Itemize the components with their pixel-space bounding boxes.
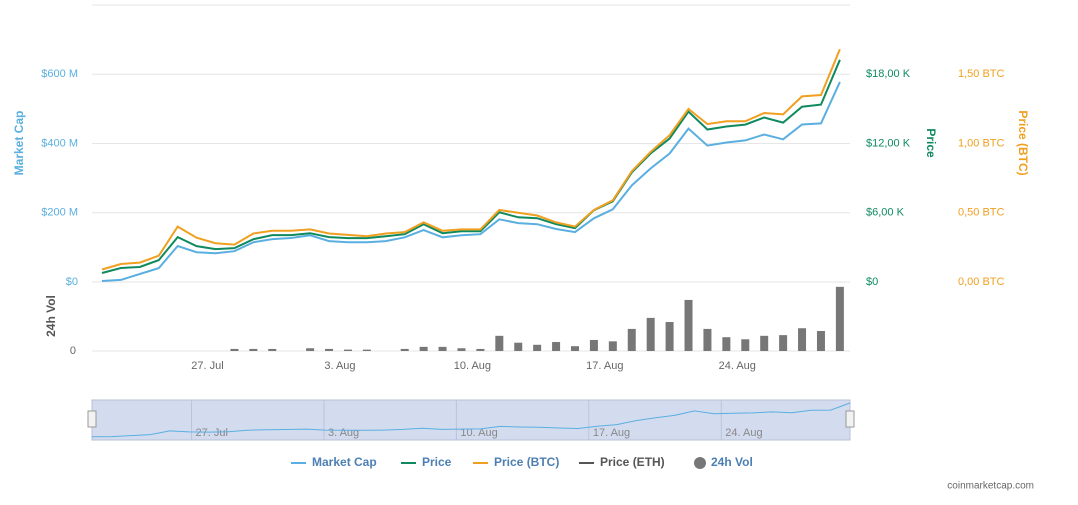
volume-bar: [665, 322, 674, 351]
navigator-label: 10. Aug: [460, 427, 497, 439]
volume-bar: [646, 317, 655, 351]
y2-tick-label: $18,00 K: [866, 68, 911, 80]
navigator-line: [91, 402, 851, 438]
volume-bar: [571, 346, 579, 351]
y3-axis-title: Price (BTC): [1016, 110, 1030, 175]
navigator-label: 24. Aug: [725, 427, 762, 439]
volume-bar: [798, 328, 807, 351]
y2-axis-title: Price: [924, 128, 938, 158]
y3-tick-label: 1,00 BTC: [958, 137, 1005, 149]
legend-symbol[interactable]: [694, 457, 706, 469]
y3-tick-label: 0,00 BTC: [958, 276, 1005, 288]
volume-bar: [627, 328, 636, 351]
legend-label[interactable]: 24h Vol: [711, 455, 753, 469]
volume-bar: [779, 335, 788, 351]
volume-bar: [476, 348, 485, 351]
legend-label[interactable]: Price (ETH): [600, 455, 665, 469]
volume-bar: [835, 286, 844, 351]
x-tick-label: 10. Aug: [454, 360, 491, 372]
navigator-label: 17. Aug: [593, 427, 630, 439]
volume-bar: [589, 339, 598, 351]
y2-tick-label: $0: [866, 276, 878, 288]
x-tick-label: 24. Aug: [719, 360, 756, 372]
credit: coinmarketcap.com: [947, 481, 1034, 492]
volume-bar: [722, 337, 731, 351]
navigator[interactable]: [91, 399, 851, 441]
y2-tick-label: $12,00 K: [866, 137, 911, 149]
x-tick-label: 27. Jul: [191, 360, 223, 372]
volume-bar: [457, 348, 466, 351]
volume-bar: [533, 344, 542, 351]
series-line: [101, 48, 841, 271]
y4-tick-label: 0: [70, 345, 76, 357]
volume-bar: [362, 349, 371, 351]
volume-bar: [741, 339, 750, 351]
y3-tick-label: 0,50 BTC: [958, 207, 1005, 219]
volume-bar: [514, 342, 523, 351]
volume-bar: [760, 335, 769, 351]
navigator-label: 27. Jul: [196, 427, 228, 439]
volume-bar: [306, 348, 315, 351]
navigator-handle[interactable]: [845, 410, 855, 428]
legend-label[interactable]: Price: [422, 455, 452, 469]
volume-bar: [249, 348, 258, 351]
volume-bar: [400, 348, 409, 351]
legend-label[interactable]: Market Cap: [312, 455, 377, 469]
y3-tick-label: 1,50 BTC: [958, 68, 1005, 80]
x-tick-label: 17. Aug: [586, 360, 623, 372]
volume-bar: [816, 330, 825, 351]
navigator-handle[interactable]: [87, 410, 97, 428]
x-tick-label: 3. Aug: [324, 360, 355, 372]
volume-bar: [438, 346, 447, 351]
y-tick-label: $400 M: [41, 137, 78, 149]
volume-bar: [268, 348, 277, 351]
series-line: [101, 81, 841, 282]
navigator-label: 3. Aug: [328, 427, 359, 439]
y-tick-label: $0: [66, 276, 78, 288]
volume-bar: [419, 346, 428, 351]
volume-bar: [608, 341, 617, 351]
y4-axis-title: 24h Vol: [44, 295, 58, 337]
volume-bar: [684, 299, 693, 351]
y-tick-label: $600 M: [41, 68, 78, 80]
y-tick-label: $200 M: [41, 207, 78, 219]
y2-tick-label: $6,00 K: [866, 207, 905, 219]
volume-bar: [703, 328, 712, 351]
volume-bar: [325, 348, 334, 351]
volume-bar: [495, 335, 504, 351]
volume-bar: [230, 348, 239, 351]
y-axis-title: Market Cap: [12, 111, 26, 176]
legend-label[interactable]: Price (BTC): [494, 455, 559, 469]
volume-bar: [343, 349, 352, 351]
volume-bar: [552, 342, 561, 351]
series-line: [101, 59, 841, 274]
